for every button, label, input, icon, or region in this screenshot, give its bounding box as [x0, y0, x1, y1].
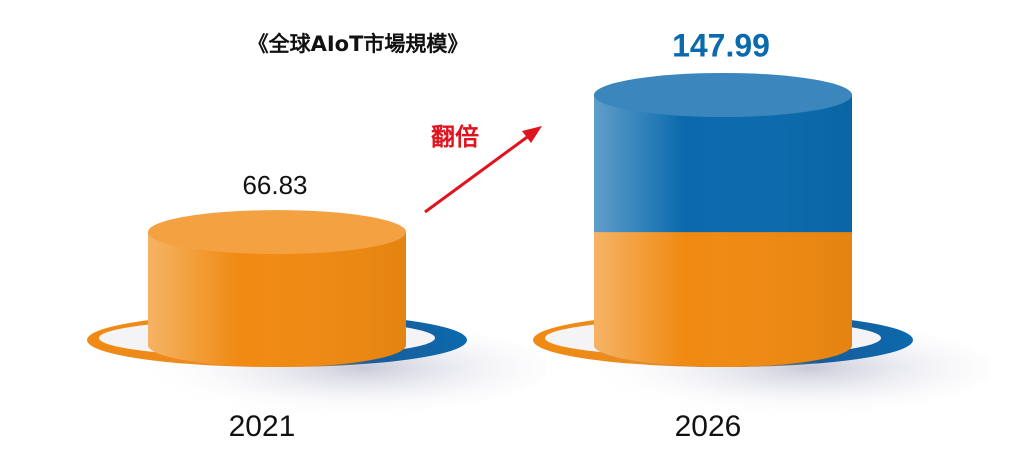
arrow [424, 133, 531, 214]
x-tick-label: 2026 [675, 410, 742, 443]
cylinder-shade [594, 232, 852, 367]
value-label: 147.99 [672, 27, 770, 63]
cylinder-top-shine [594, 73, 852, 117]
cylinder-top-shine [148, 210, 406, 255]
value-label: 66.83 [242, 170, 307, 200]
arrow-head [522, 126, 542, 143]
x-tick-label: 2021 [229, 410, 296, 443]
annotation: 翻倍 [431, 123, 479, 151]
cylinder-top [594, 73, 852, 117]
cylinder-top [148, 210, 406, 255]
cylinder-shade [148, 232, 406, 367]
plot: 66.83 2021 147.99 2026 [87, 27, 993, 443]
chart-title: 《全球AIoT市場規模》 [248, 32, 469, 56]
